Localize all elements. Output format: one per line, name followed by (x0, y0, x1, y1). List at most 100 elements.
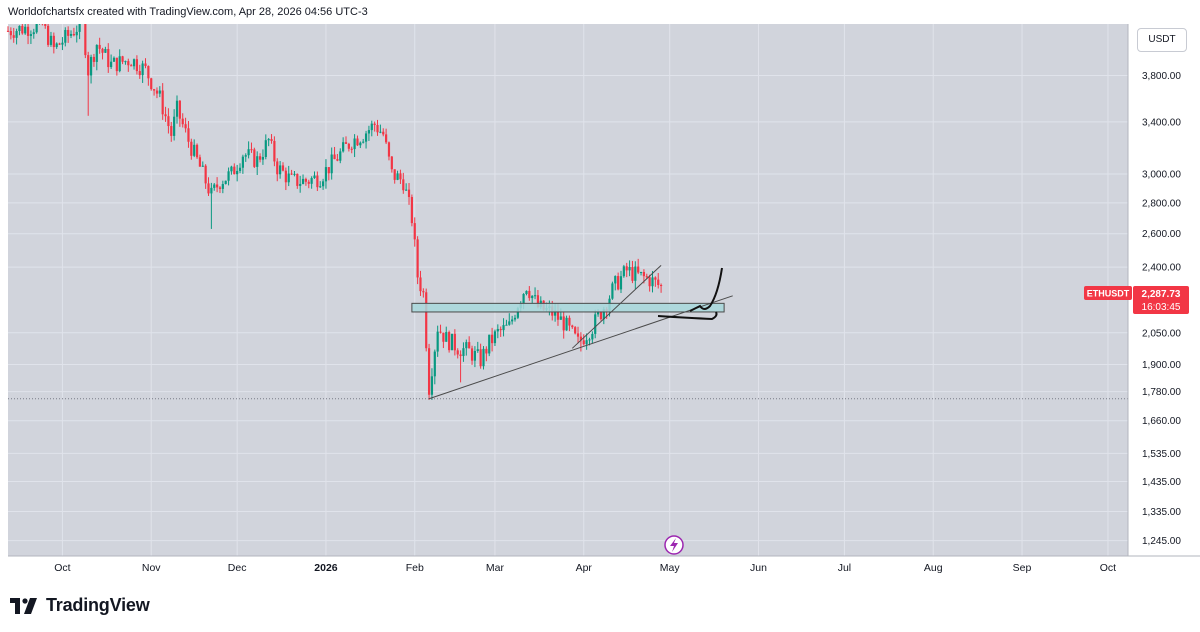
chart-header: Worldofchartsfx created with TradingView… (8, 6, 368, 18)
time-tick-label: Oct (1100, 562, 1116, 574)
candle-body (402, 179, 405, 191)
lightning-icon[interactable] (664, 535, 684, 555)
candle-body (465, 342, 468, 349)
candle-body (49, 35, 53, 45)
candle-body (324, 167, 328, 182)
candle-body (181, 118, 184, 125)
candle-body (210, 187, 213, 194)
candle-body (585, 340, 588, 345)
candle-body (84, 17, 87, 56)
candle-body (244, 155, 247, 157)
candle-body (115, 57, 118, 72)
candle-body (370, 123, 373, 131)
candle-body (347, 143, 350, 149)
candle-body (488, 334, 491, 354)
candle-body (35, 22, 38, 33)
time-tick-label: May (660, 562, 681, 574)
candle-body (204, 165, 207, 184)
price-axis[interactable]: 3,800.00 3,400.00 3,000.00 2,800.00 2,600.00… (1142, 71, 1181, 547)
candle-body (55, 43, 58, 48)
price-tick-label: 1,245.00 (1142, 536, 1181, 547)
candle-body (574, 327, 577, 334)
candle-body (385, 134, 388, 143)
candle-body (654, 277, 657, 280)
candle-body (144, 63, 147, 67)
rising-trendline (571, 264, 662, 349)
candle-body (279, 165, 282, 175)
price-tick-label: 2,050.00 (1142, 328, 1181, 339)
tradingview-logo-icon (10, 597, 37, 614)
candle-body (104, 48, 107, 53)
candle-body (75, 31, 78, 36)
candle-body (216, 184, 219, 188)
candle-body (187, 128, 190, 142)
candle-body (442, 332, 445, 342)
candle-body (164, 114, 167, 117)
candle-body (556, 310, 560, 320)
candle-body (253, 149, 256, 167)
candle-body (554, 310, 557, 316)
candle-body (459, 354, 462, 357)
candle-body (485, 348, 488, 354)
candle-body (213, 184, 216, 188)
candle-body (405, 189, 408, 191)
candle-body (227, 171, 230, 181)
candle-body (602, 309, 605, 320)
candle-body (321, 181, 325, 187)
candle-body (453, 333, 456, 351)
candle-body (304, 178, 308, 182)
candle-body (594, 314, 597, 334)
candle-body (468, 342, 471, 349)
candle-body (241, 156, 244, 168)
candle-body (582, 340, 585, 345)
candle-body (350, 148, 353, 150)
currency-selector[interactable]: USDT (1137, 28, 1187, 52)
candle-body (445, 332, 448, 342)
tradingview-logo[interactable]: TradingView (10, 595, 150, 616)
candle-body (233, 166, 236, 175)
candle-body (161, 90, 164, 115)
candle-body (419, 277, 422, 292)
candle-body (462, 348, 465, 357)
candle-body (513, 317, 517, 320)
support-trendline (428, 295, 733, 400)
candle-body (152, 89, 156, 91)
price-tick-label: 1,660.00 (1142, 416, 1181, 427)
candle-body (130, 65, 133, 67)
candle-body (631, 266, 634, 281)
candle-body (588, 339, 591, 341)
candle-body (218, 187, 222, 189)
candle-body (473, 350, 477, 361)
candle-body (571, 325, 574, 328)
time-tick-label: Sep (1013, 562, 1032, 574)
candle-body (132, 59, 136, 67)
symbol-tag (1084, 286, 1132, 300)
candle-body (158, 90, 161, 94)
countdown-text: 16:03:45 (1142, 302, 1181, 313)
price-tick-label: 1,335.00 (1142, 507, 1181, 518)
candle-body (276, 161, 279, 175)
candle-body (141, 63, 144, 76)
candle-body (651, 277, 654, 287)
candle-body (456, 350, 459, 355)
candle-body (639, 271, 643, 273)
candle-body (307, 181, 310, 184)
candle-body (531, 295, 534, 299)
candle-body (396, 173, 399, 180)
candle-body (659, 285, 663, 287)
candle-body (505, 324, 508, 326)
candle-body (622, 266, 625, 277)
candle-body (482, 348, 485, 367)
time-axis[interactable]: Oct Nov Dec 2026 Feb Mar Apr May Jun Jul Aug Sep Oct (54, 562, 1116, 574)
candle-body (619, 276, 623, 290)
candle-body (287, 173, 290, 183)
price-chart[interactable]: 3,800.00 3,400.00 3,000.00 2,800.00 2,600.00… (0, 8, 1200, 580)
candle-body (170, 126, 173, 136)
chart-svg[interactable]: 3,800.00 3,400.00 3,000.00 2,800.00 2,600.00… (0, 8, 1200, 580)
candle-body (167, 116, 170, 127)
candle-body (364, 133, 368, 142)
candle-body (127, 61, 130, 66)
price-tick-label: 2,600.00 (1142, 229, 1181, 240)
candle-body (273, 140, 276, 162)
candle-body (256, 156, 259, 167)
